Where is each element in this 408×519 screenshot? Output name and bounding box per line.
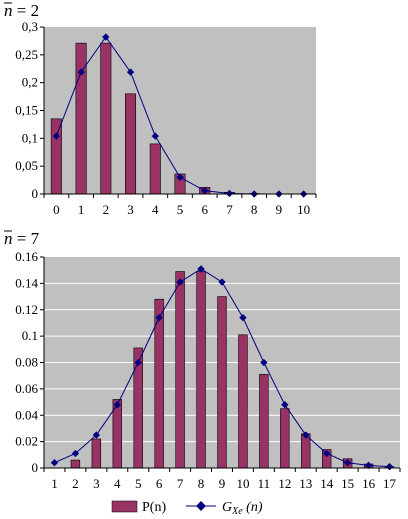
chart-bottom-y-tick-label: 0.14	[15, 275, 38, 290]
chart-bottom-x-tick-label: 7	[177, 476, 184, 491]
chart-bottom-series-marker	[281, 401, 289, 409]
chart-top-x-tick-label: 2	[103, 202, 110, 217]
chart-top: n = 2 0 0,05 0,1 0,15 0,2 0,25 0,3 0 1 2 3 4 5 6 7 8 9 10	[4, 1, 317, 217]
chart-bottom-x-tick-label: 16	[362, 476, 376, 491]
chart-top-x-tick-label: 0	[53, 202, 60, 217]
chart-top-x-tick-label: 1	[78, 202, 85, 217]
legend-label-line-sub: Xe	[231, 506, 243, 517]
chart-top-x-tick-label: 6	[201, 202, 208, 217]
chart-bottom-bar	[196, 271, 206, 469]
chart-bottom-x-tick-label: 17	[383, 476, 397, 491]
chart-bottom-series-marker	[364, 461, 373, 470]
chart-bottom-x-tick-label: 3	[93, 476, 100, 491]
chart-bottom-title: n = 7	[4, 229, 40, 248]
chart-bottom-series-marker	[239, 313, 247, 322]
chart-bottom-x-tick-label: 13	[299, 476, 312, 491]
legend-swatch-marker	[196, 501, 206, 511]
chart-top-title: n = 2	[4, 1, 39, 20]
chart-bottom-y-tick-label: 0.04	[15, 407, 38, 422]
chart-top-bar	[125, 93, 137, 195]
legend-label-line: GXe (n)	[222, 500, 263, 517]
chart-top-y-tick-label: 0,05	[15, 158, 38, 173]
chart-bottom-series-marker	[385, 463, 394, 471]
chart-top-bar	[50, 118, 62, 195]
chart-top-x-tick-label: 8	[251, 202, 258, 217]
chart-bottom-series-marker	[323, 449, 331, 458]
chart-bottom-bar	[259, 374, 269, 469]
chart-top-series-marker	[201, 186, 209, 195]
chart-bottom-x-tick-label: 2	[72, 476, 79, 491]
chart-bottom-x-tick-label: 14	[320, 476, 334, 491]
chart-top-x-tick-label: 5	[177, 202, 184, 217]
legend-swatch-bar	[111, 500, 138, 513]
chart-top-title-rest: = 2	[13, 1, 40, 20]
chart-bottom-series-marker	[302, 431, 310, 439]
chart-top-x-tick-label: 10	[297, 202, 310, 217]
chart-bottom-y-tick-label: 0.12	[15, 302, 38, 317]
legend-label-line-main: G	[222, 500, 232, 515]
chart-bottom-y-tick-label: 0.02	[15, 434, 38, 449]
chart-bottom-title-rest: = 7	[13, 229, 40, 248]
chart-top-y-tick-label: 0,15	[15, 103, 38, 118]
chart-bottom-bar	[91, 438, 102, 469]
chart-bottom-x-tick-label: 12	[278, 476, 291, 491]
legend-label-line-arg: (n)	[243, 500, 263, 515]
chart-bottom: n = 7 0 0.02 0.04 0.06 0.08 0.1 0.12 0.14 0.16 1 2…	[4, 229, 401, 491]
chart-top-series-marker	[176, 173, 184, 181]
chart-bottom-series-marker	[134, 358, 142, 367]
chart-bottom-y-tick-label: 0.08	[15, 355, 38, 370]
chart-bottom-bar	[238, 334, 248, 469]
chart-top-title-var: n	[4, 1, 13, 20]
chart-top-plot-area	[44, 27, 316, 194]
chart-bottom-x-tick-label: 11	[258, 476, 271, 491]
chart-bottom-series-marker	[197, 265, 205, 273]
chart-top-y-tick-label: 0,1	[22, 130, 38, 145]
chart-top-y-tick-label: 0	[32, 186, 39, 201]
chart-bottom-y-tick-label: 0.16	[15, 249, 38, 264]
chart-top-series-marker	[77, 68, 85, 76]
chart-top-x-tick-label: 7	[226, 202, 233, 217]
chart-bottom-bar	[70, 459, 81, 469]
chart-bottom-bar	[301, 433, 311, 469]
chart-top-bar	[75, 42, 87, 195]
chart-bottom-x-tick-label: 1	[51, 476, 58, 491]
chart-top-x-tick-label: 9	[276, 202, 283, 217]
chart-bottom-y-tick-label: 0	[32, 460, 39, 475]
chart-top-bar	[100, 42, 112, 195]
chart-bottom-bar	[217, 296, 227, 469]
chart-top-y-tick-label: 0,25	[15, 47, 38, 62]
chart-bottom-series-marker	[155, 313, 163, 322]
chart-bottom-y-tick-label: 0.06	[15, 381, 38, 396]
chart-bottom-bar	[175, 271, 185, 469]
chart-top-y-tick-label: 0,3	[22, 19, 38, 34]
chart-bottom-x-tick-label: 9	[219, 476, 226, 491]
chart-bottom-bar	[280, 408, 290, 469]
chart-top-bar	[149, 143, 161, 195]
chart-bottom-series-marker	[260, 358, 268, 367]
chart-bottom-y-tick-label: 0.1	[22, 328, 38, 343]
chart-bottom-series-marker	[343, 459, 352, 467]
chart-bottom-series-marker	[218, 278, 226, 286]
chart-bottom-x-tick-label: 4	[114, 476, 121, 491]
chart-bottom-x-tick-label: 10	[236, 476, 249, 491]
legend-label-bar: P(n)	[142, 500, 166, 515]
chart-top-x-tick-label: 3	[127, 202, 134, 217]
chart-bottom-x-tick-label: 5	[135, 476, 142, 491]
chart-bottom-x-tick-label: 6	[156, 476, 163, 491]
chart-top-y-tick-label: 0,2	[22, 75, 38, 90]
chart-bottom-series-marker	[71, 449, 80, 458]
chart-top-series-marker	[126, 68, 135, 76]
chart-bottom-series-marker	[176, 278, 184, 286]
chart-bottom-x-tick-label: 8	[198, 476, 205, 491]
legend: P(n) GXe (n)	[111, 500, 263, 517]
chart-bottom-x-tick-label: 15	[341, 476, 354, 491]
chart-top-x-tick-label: 4	[152, 202, 159, 217]
chart-bottom-series-marker	[50, 459, 59, 467]
chart-bottom-title-var: n	[4, 229, 13, 248]
